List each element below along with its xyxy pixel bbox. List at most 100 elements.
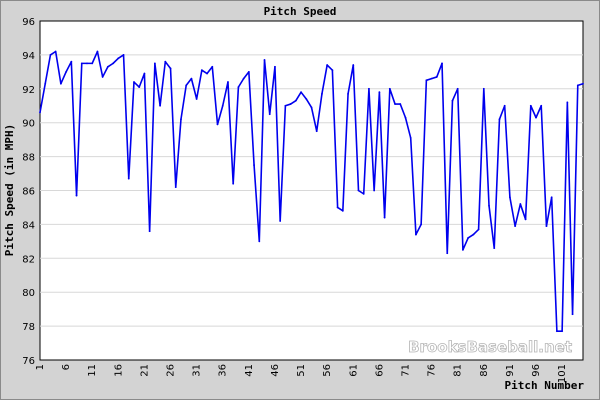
data-point [117, 57, 120, 60]
x-tick-label: 51 [296, 364, 307, 377]
data-point [352, 64, 355, 66]
x-tick-label: 6 [61, 364, 72, 370]
x-tick-labels: 1 6 11 16 21 26 31 36 41 46 51 56 61 66 71 76 81 86 91 96 10… [35, 364, 568, 383]
data-point [279, 220, 282, 222]
data-point [472, 233, 475, 236]
y-tick-label: 86 [22, 187, 35, 198]
data-point [477, 228, 480, 231]
chart-title: Pitch Speed [264, 5, 337, 18]
data-point [425, 79, 428, 82]
data-point [200, 69, 203, 72]
data-point [315, 130, 318, 133]
data-point [310, 106, 313, 109]
data-point [326, 64, 329, 66]
x-tick-label: 11 [87, 364, 98, 377]
x-tick-label: 91 [505, 364, 516, 377]
data-point [347, 92, 349, 95]
data-point [420, 223, 423, 226]
data-point [185, 84, 188, 87]
data-point [388, 87, 391, 90]
data-point [409, 137, 412, 139]
data-point [373, 189, 376, 192]
y-tick-label: 88 [22, 153, 35, 164]
data-point [399, 103, 402, 105]
y-tick-label: 96 [22, 17, 35, 28]
data-point [451, 99, 454, 102]
data-point [362, 192, 365, 195]
data-point [555, 330, 558, 333]
data-point [482, 87, 485, 90]
data-point [404, 116, 407, 119]
data-point [493, 247, 496, 250]
x-tick-label: 66 [374, 364, 385, 377]
data-point [519, 203, 522, 205]
data-point [514, 225, 517, 227]
data-point [582, 82, 584, 85]
x-tick-label: 26 [166, 364, 177, 377]
data-point [49, 54, 52, 56]
data-point [169, 67, 172, 70]
x-tick-label: 86 [479, 364, 490, 377]
watermark-text: BrooksBaseball.net [408, 338, 572, 356]
data-point [300, 91, 302, 94]
data-point [159, 104, 161, 107]
data-point [180, 118, 182, 121]
data-point [435, 76, 438, 78]
data-point [39, 111, 41, 114]
y-tick-label: 80 [22, 288, 35, 299]
x-tick-label: 1 [35, 364, 46, 370]
data-point [148, 230, 151, 233]
data-point [127, 177, 130, 180]
y-tick-label: 84 [22, 220, 35, 231]
data-point [268, 113, 271, 116]
data-point [576, 84, 579, 87]
data-point [357, 189, 360, 192]
data-point [331, 69, 334, 72]
data-point [488, 204, 490, 207]
y-tick-label: 94 [22, 51, 35, 62]
data-point [80, 62, 83, 65]
data-point [394, 103, 396, 105]
data-point [524, 218, 527, 221]
x-tick-label: 81 [453, 364, 464, 377]
x-tick-label: 31 [192, 364, 203, 377]
x-tick-label: 16 [113, 364, 124, 377]
data-point [70, 60, 73, 63]
data-point [561, 330, 564, 333]
data-point [294, 99, 297, 102]
data-point [462, 248, 464, 251]
data-point [305, 98, 308, 100]
x-tick-label: 56 [322, 364, 333, 377]
data-points [39, 50, 584, 333]
y-tick-label: 82 [22, 254, 35, 265]
data-point [232, 182, 235, 185]
data-point [65, 70, 68, 73]
x-tick-label: 36 [218, 364, 229, 377]
data-point [216, 123, 219, 126]
data-point [274, 65, 276, 68]
data-point [263, 59, 266, 61]
data-point [321, 92, 323, 95]
data-point [221, 104, 224, 107]
data-point [383, 216, 386, 219]
data-point [164, 60, 167, 63]
data-point [446, 252, 449, 255]
data-point [86, 62, 88, 65]
data-point [174, 186, 177, 189]
y-tick-label: 92 [22, 85, 35, 96]
data-point [153, 62, 156, 65]
data-point [415, 233, 417, 236]
y-tick-label: 78 [22, 322, 35, 333]
x-tick-label: 101 [557, 364, 568, 383]
data-point [227, 81, 229, 83]
y-axis-label: Pitch Speed (in MPH) [3, 124, 16, 256]
x-tick-label: 71 [400, 364, 411, 377]
data-point [211, 65, 214, 68]
data-point [535, 116, 537, 119]
data-point [106, 65, 109, 68]
y-tick-labels: 76 78 80 82 84 86 88 90 92 94 96 [22, 17, 35, 367]
x-axis-label: Pitch Number [505, 379, 585, 392]
x-tick-label: 96 [531, 364, 542, 377]
data-point [143, 72, 146, 75]
data-point [258, 240, 261, 243]
